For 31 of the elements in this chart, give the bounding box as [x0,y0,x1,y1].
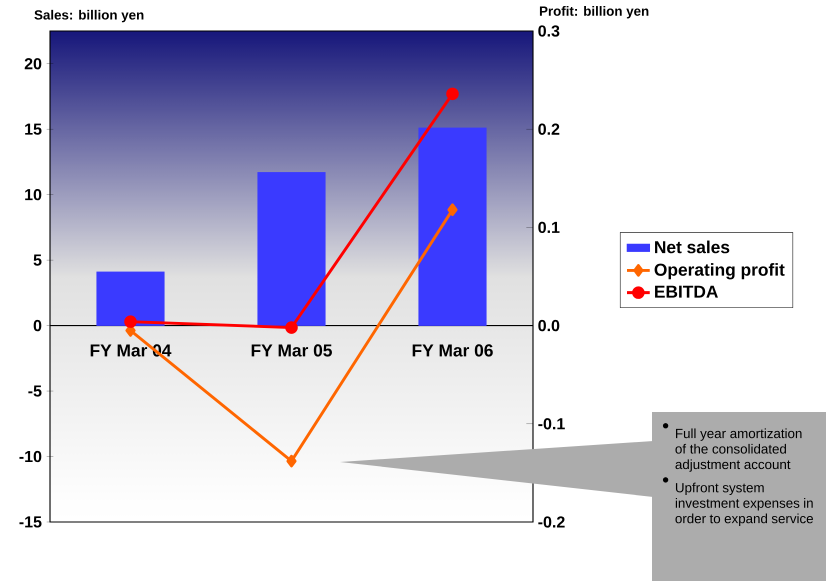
y2-tick-label: 0.1 [538,222,560,234]
point [446,88,459,100]
y-axis-title: Sales: billion yen [34,10,144,22]
y2-tick-label: 0.0 [538,320,560,332]
y2-tick-label: 0.2 [538,124,560,135]
y2-axis-title: Profit: billion yen [540,6,648,18]
y2-tick-label: -0.1 [538,418,565,430]
point [286,454,297,468]
x-tick-label: FY Mar 06 [412,344,493,357]
y-tick-label: -15 [19,516,42,528]
bar [96,272,165,326]
y-tick-label: 0 [34,320,42,332]
y2-tick-label: 0.3 [538,25,560,37]
y-tick-label: -5 [28,385,42,397]
legend-label: EBITDA [655,286,718,298]
x-tick-label: FY Mar 05 [252,344,332,357]
legend-label: Net sales [655,240,730,254]
y-tick-label: 5 [34,254,42,266]
point [285,321,298,334]
y-tick-label: 20 [24,58,42,70]
bar [257,172,326,326]
text: Full year amortization of the consolidated adjustment account [675,428,802,472]
y2-tick-label: -0.2 [538,516,565,528]
point [447,203,458,216]
text: Upfront system investment expenses in order to expand service [675,482,813,526]
bar [418,128,487,326]
y-tick-label: 15 [25,124,42,135]
y-tick-label: -10 [19,450,42,462]
point [124,315,137,328]
y-tick-label: 10 [25,189,42,200]
legend-label: Operating profit [654,263,785,280]
